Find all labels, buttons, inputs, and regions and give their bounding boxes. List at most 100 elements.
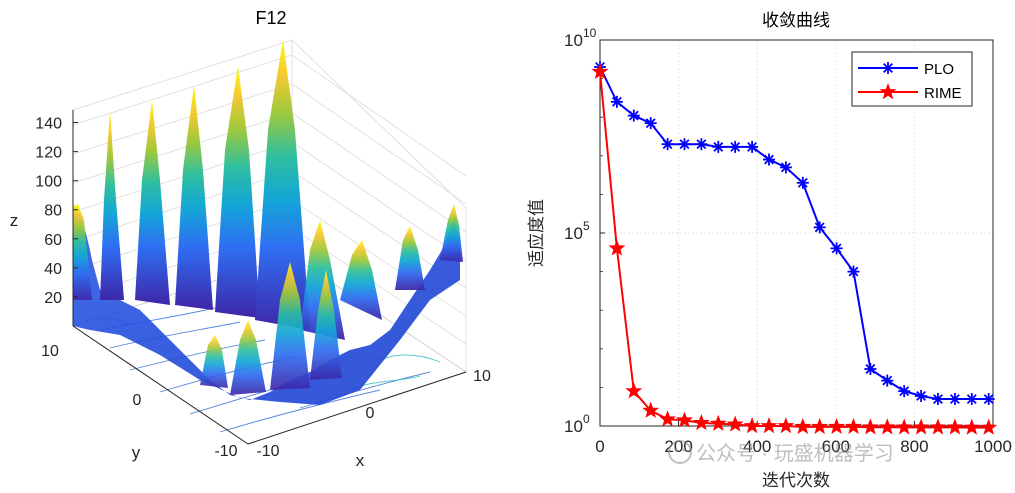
y-tick-label: 10 (564, 417, 583, 436)
data-point (881, 374, 894, 387)
x-tick-label: 400 (743, 437, 771, 456)
data-point (625, 382, 643, 399)
z-tick-label: 100 (35, 174, 62, 191)
y-tick-label: 10 (564, 31, 583, 50)
wechat-icon-eye-right (682, 448, 686, 452)
z-tick-label: 80 (44, 203, 62, 220)
x-ticks: -10 0 10 (256, 368, 491, 460)
data-point (895, 418, 913, 435)
y-tick-label: -10 (214, 443, 237, 460)
data-point (678, 138, 691, 151)
data-point (659, 410, 677, 427)
series-plo (594, 60, 995, 406)
data-point (743, 417, 761, 434)
data-point (915, 389, 928, 402)
surface-mesh (73, 40, 463, 405)
watermark: 公众号 · 玩盛机器学习 (668, 440, 894, 465)
data-point (709, 414, 727, 431)
data-point (610, 95, 623, 108)
watermark-text: 公众号 · 玩盛机器学习 (696, 442, 894, 465)
line-xlabel: 迭代次数 (762, 471, 830, 490)
data-point (726, 415, 744, 432)
legend-marker-rime (879, 83, 897, 100)
wechat-icon-eye-left (674, 448, 678, 452)
legend-star-icon (879, 83, 897, 100)
z-tick-label: 60 (44, 232, 62, 249)
y-tick-label: 10 (41, 343, 59, 360)
legend-label-plo: PLO (924, 61, 954, 78)
line-title: 收敛曲线 (762, 11, 830, 30)
data-point (946, 418, 964, 435)
data-point (845, 417, 862, 435)
data-point (777, 417, 795, 434)
y-tick-exponent: 10 (583, 26, 597, 40)
x-tick-label: 0 (595, 437, 604, 456)
data-point (830, 242, 843, 255)
surface-xlabel: x (356, 451, 365, 470)
surface-title: F12 (255, 8, 286, 28)
z-tick-label: 40 (44, 261, 62, 278)
legend-label-rime: RIME (924, 85, 962, 102)
x-tick-label: 0 (366, 405, 375, 422)
series-layer (591, 60, 998, 435)
legend: PLO RIME (851, 51, 973, 107)
data-point (898, 385, 911, 398)
data-point (712, 140, 725, 153)
data-point (746, 140, 759, 153)
legend-marker-plo (882, 62, 894, 74)
data-point (644, 117, 657, 130)
data-point (813, 221, 826, 234)
data-point (963, 418, 981, 435)
data-point (864, 362, 877, 375)
y-ticks: 10 0 -10 (41, 343, 238, 460)
data-point (929, 418, 947, 435)
x-tick-label: -10 (256, 443, 279, 460)
z-tick-label: 140 (35, 116, 62, 133)
data-point (608, 239, 626, 256)
data-point (796, 176, 809, 189)
data-point (661, 138, 674, 151)
data-point (811, 417, 829, 435)
data-point (695, 138, 708, 151)
data-point (762, 153, 775, 166)
data-point (912, 418, 930, 435)
legend-box (851, 51, 973, 107)
y-tick-exponent: 0 (583, 412, 590, 426)
data-point (627, 109, 640, 122)
x-tick-label: 600 (822, 437, 850, 456)
y-tick-label: 0 (133, 392, 142, 409)
data-point (931, 393, 944, 406)
data-point (729, 140, 742, 153)
legend-asterisk-icon (882, 62, 894, 74)
data-point (861, 418, 879, 435)
data-point (965, 393, 978, 406)
series-rime (591, 62, 998, 435)
data-point (642, 401, 660, 418)
surface-zlabel: z (10, 211, 19, 230)
data-point (779, 161, 792, 174)
x-tick-label: 10 (473, 368, 491, 385)
data-point (676, 411, 693, 428)
line-ylabel: 适应度值 (527, 199, 546, 267)
y-tick-label: 10 (564, 224, 583, 243)
data-point (948, 393, 961, 406)
data-point (828, 417, 846, 435)
surface-ylabel: y (132, 443, 141, 462)
z-ticks: 20 40 60 80 100 120 140 (35, 116, 78, 307)
data-point (794, 417, 812, 435)
z-tick-label: 20 (44, 290, 62, 307)
data-point (847, 265, 860, 278)
data-point (692, 413, 710, 431)
x-axis-ticks: 0 200 400 600 800 1000 (595, 421, 1012, 456)
wechat-icon (668, 440, 692, 464)
data-point (760, 417, 778, 434)
x-tick-label: 800 (900, 437, 928, 456)
data-point (982, 393, 995, 406)
z-tick-label: 120 (35, 145, 62, 162)
data-point (878, 418, 896, 435)
data-point (980, 418, 998, 435)
